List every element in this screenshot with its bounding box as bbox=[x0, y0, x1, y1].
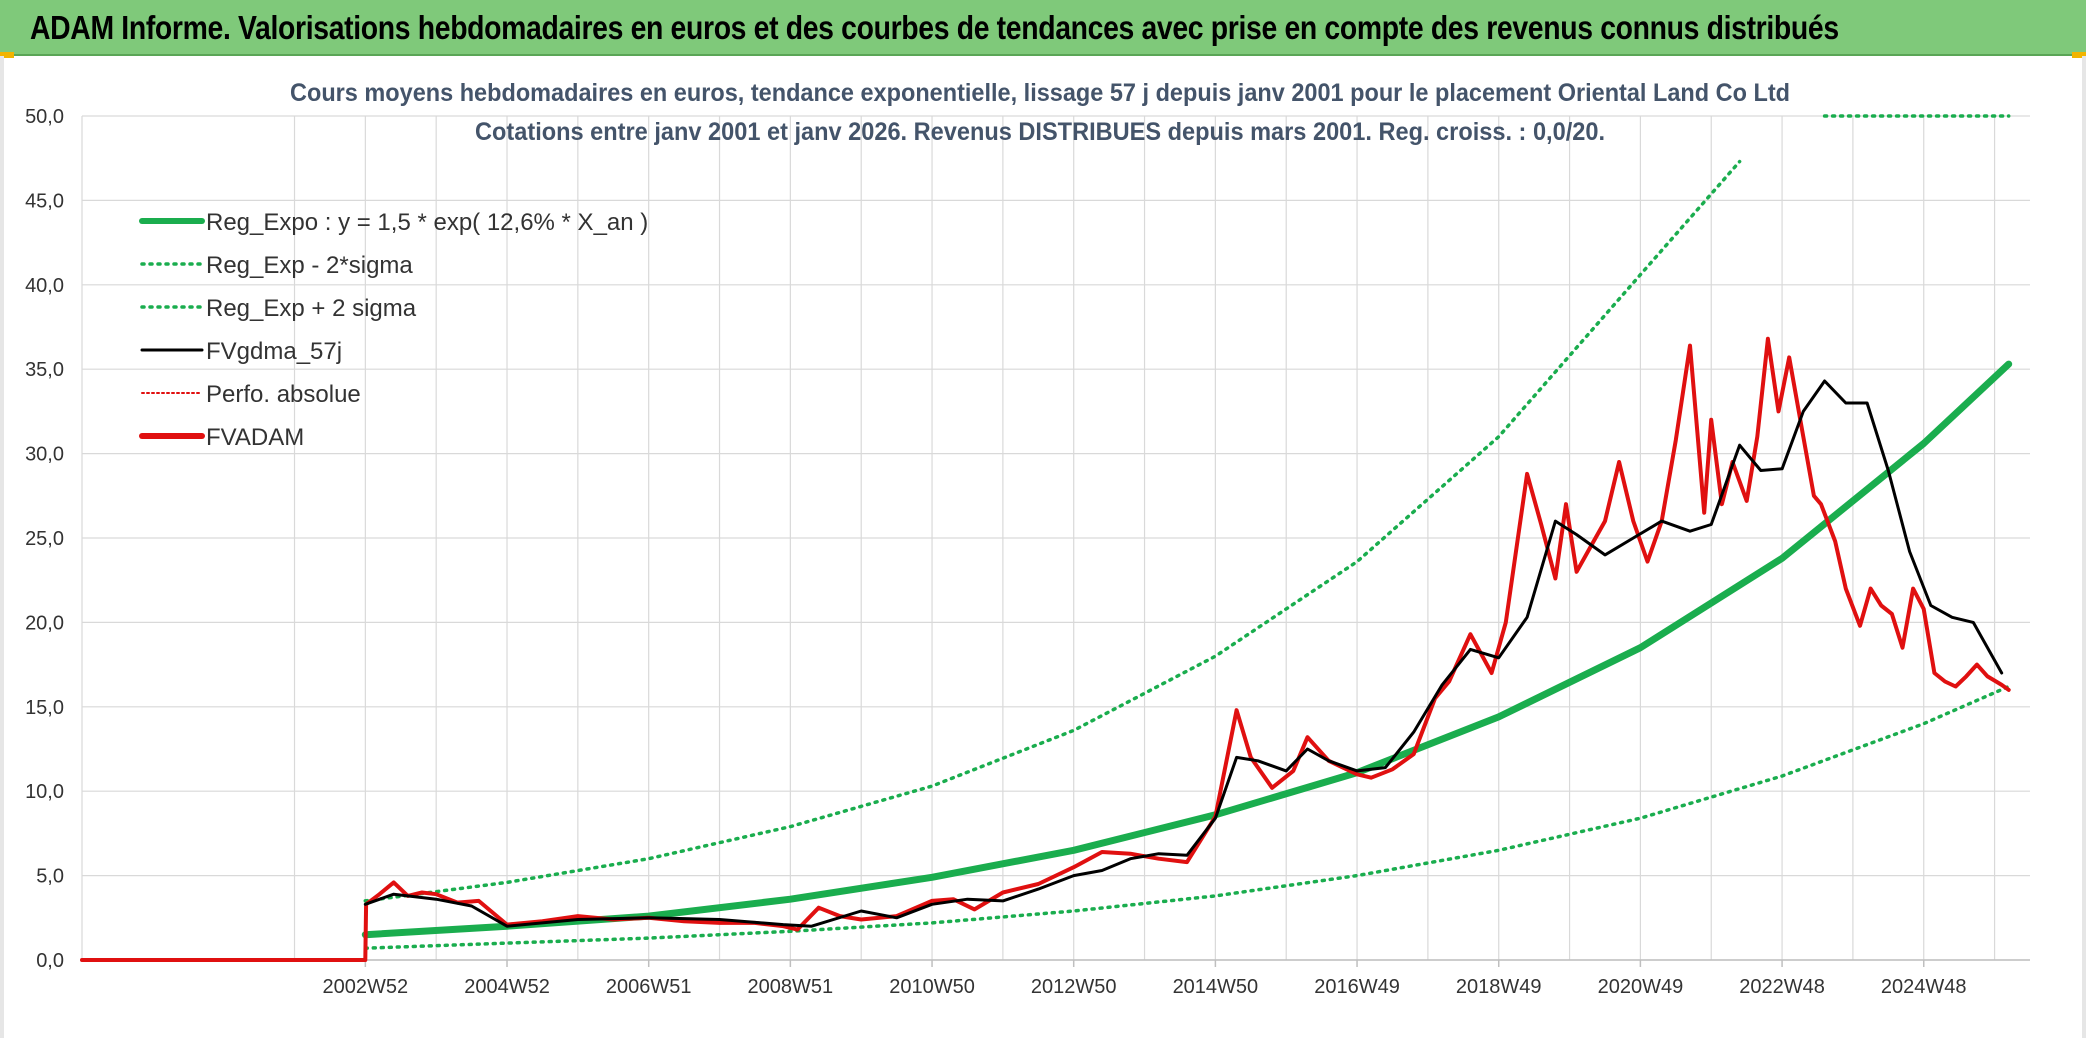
y-tick-label-5: 25,0 bbox=[25, 528, 64, 550]
x-tick-label-10: 2022W48 bbox=[1739, 976, 1825, 998]
legend-label-reg_expo: Reg_Expo : y = 1,5 * exp( 12,6% * X_an ) bbox=[206, 209, 648, 236]
x-tick-label-0: 2002W52 bbox=[323, 976, 409, 998]
y-tick-label-3: 15,0 bbox=[25, 697, 64, 719]
x-tick-label-8: 2018W49 bbox=[1456, 976, 1542, 998]
report-banner: ADAM Informe. Valorisations hebdomadaire… bbox=[0, 0, 2086, 56]
x-tick-label-4: 2010W50 bbox=[889, 976, 975, 998]
y-tick-label-2: 10,0 bbox=[25, 781, 64, 803]
series-line-fvadam bbox=[80, 336, 2011, 962]
chart-area: 0,0 5,0 10,0 15,0 20,0 25,0 30,0 35,0 40,0 45,0 50… bbox=[0, 56, 2086, 1038]
legend-label-fvgdma: FVgdma_57j bbox=[206, 338, 342, 365]
series-line-reg_minus bbox=[363, 684, 2011, 950]
series-line-fvgdma bbox=[363, 379, 2004, 928]
x-tick-label-2: 2006W51 bbox=[606, 976, 692, 998]
y-tick-label-6: 30,0 bbox=[25, 444, 64, 466]
legend-label-reg_minus: Reg_Exp - 2*sigma bbox=[206, 252, 413, 279]
legend-label-perf: Perfo. absolue bbox=[206, 381, 361, 408]
x-tick-label-7: 2016W49 bbox=[1314, 976, 1400, 998]
corner-marker-left bbox=[0, 52, 14, 58]
chart-svg: 0,0 5,0 10,0 15,0 20,0 25,0 30,0 35,0 40,0 45,0 50… bbox=[25, 79, 2030, 998]
y-tick-label-8: 40,0 bbox=[25, 275, 64, 297]
y-tick-label-4: 20,0 bbox=[25, 612, 64, 634]
y-tick-label-1: 5,0 bbox=[36, 866, 64, 888]
legend-label-fvadam: FVADAM bbox=[206, 424, 304, 451]
x-tick-label-1: 2004W52 bbox=[464, 976, 550, 998]
legend-label-reg_plus: Reg_Exp + 2 sigma bbox=[206, 295, 417, 322]
chart-title-line-0: Cours moyens hebdomadaires en euros, ten… bbox=[290, 79, 1790, 107]
series-line-reg_expo bbox=[361, 360, 2013, 939]
y-tick-label-7: 35,0 bbox=[25, 359, 64, 381]
x-tick-label-9: 2020W49 bbox=[1598, 976, 1684, 998]
series-line-reg_plus bbox=[363, 159, 1742, 903]
y-tick-label-0: 0,0 bbox=[36, 950, 64, 972]
x-tick-label-11: 2024W48 bbox=[1881, 976, 1967, 998]
x-tick-label-3: 2008W51 bbox=[748, 976, 834, 998]
corner-marker-right bbox=[2072, 52, 2086, 58]
y-tick-label-9: 45,0 bbox=[25, 190, 64, 212]
report-title: ADAM Informe. Valorisations hebdomadaire… bbox=[30, 9, 1839, 46]
chart-title-line-1: Cotations entre janv 2001 et janv 2026. … bbox=[475, 118, 1605, 146]
x-tick-label-5: 2012W50 bbox=[1031, 976, 1117, 998]
x-tick-label-6: 2014W50 bbox=[1173, 976, 1259, 998]
y-tick-label-10: 50,0 bbox=[25, 106, 64, 128]
